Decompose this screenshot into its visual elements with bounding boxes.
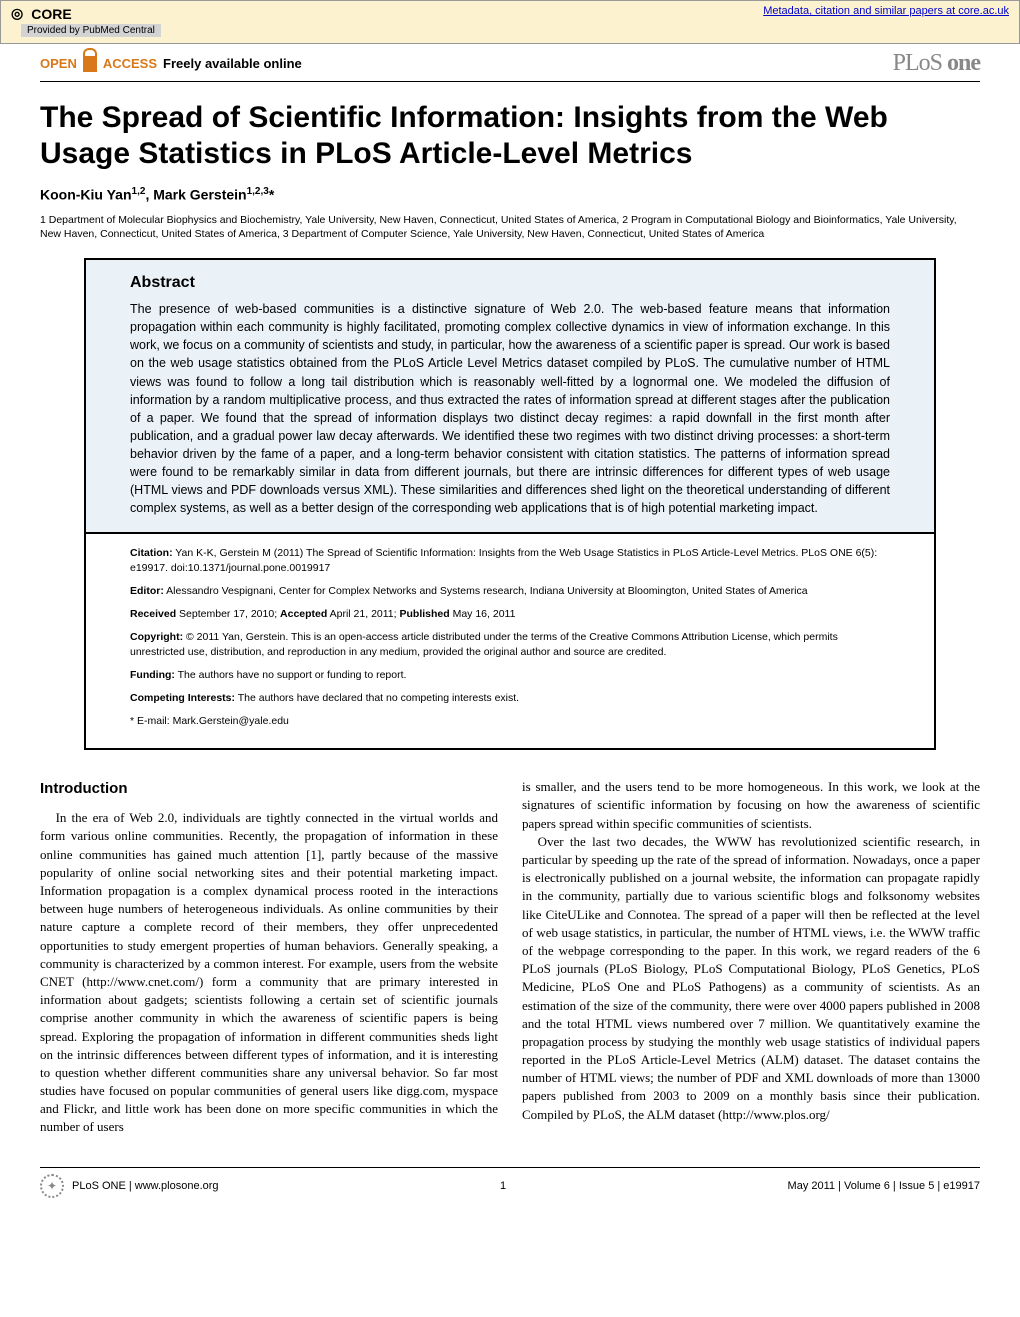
- open-text: OPEN: [40, 56, 77, 71]
- intro-heading: Introduction: [40, 778, 498, 799]
- authors: Koon-Kiu Yan1,2, Mark Gerstein1,2,3*: [40, 186, 980, 203]
- intro-paragraph-2: is smaller, and the users tend to be mor…: [522, 778, 980, 833]
- core-banner: CORE Provided by PubMed Central Metadata…: [0, 0, 1020, 44]
- abstract-heading: Abstract: [130, 274, 890, 292]
- footer-page-number: 1: [500, 1180, 506, 1192]
- abstract-box: Abstract The presence of web-based commu…: [84, 258, 936, 534]
- access-text: ACCESS: [103, 56, 157, 71]
- core-logo-icon: [11, 5, 25, 22]
- core-provided-by: Provided by PubMed Central: [21, 24, 161, 37]
- column-left: Introduction In the era of Web 2.0, indi…: [40, 778, 498, 1136]
- open-lock-icon: [83, 56, 97, 72]
- plos-one-logo: PLoS one: [893, 50, 980, 77]
- body-columns: Introduction In the era of Web 2.0, indi…: [40, 778, 980, 1136]
- freely-text: Freely available online: [163, 56, 302, 71]
- intro-paragraph-1: In the era of Web 2.0, individuals are t…: [40, 809, 498, 1136]
- page-footer: ✦ PLoS ONE | www.plosone.org 1 May 2011 …: [40, 1167, 980, 1198]
- affiliations: 1 Department of Molecular Biophysics and…: [40, 213, 980, 242]
- metadata-box: Citation: Yan K-K, Gerstein M (2011) The…: [84, 534, 936, 751]
- footer-journal: PLoS ONE | www.plosone.org: [72, 1180, 219, 1192]
- journal-top-bar: OPEN ACCESS Freely available online PLoS…: [40, 44, 980, 82]
- core-brand: CORE: [31, 6, 71, 22]
- abstract-text: The presence of web-based communities is…: [130, 300, 890, 518]
- intro-paragraph-3: Over the last two decades, the WWW has r…: [522, 833, 980, 1124]
- open-access-badge: OPEN ACCESS Freely available online: [40, 56, 302, 72]
- core-metadata-link[interactable]: Metadata, citation and similar papers at…: [763, 5, 1009, 17]
- footer-issue: May 2011 | Volume 6 | Issue 5 | e19917: [788, 1180, 980, 1192]
- column-right: is smaller, and the users tend to be mor…: [522, 778, 980, 1136]
- paper-title: The Spread of Scientific Information: In…: [40, 100, 980, 172]
- footer-plos-icon: ✦: [40, 1174, 64, 1198]
